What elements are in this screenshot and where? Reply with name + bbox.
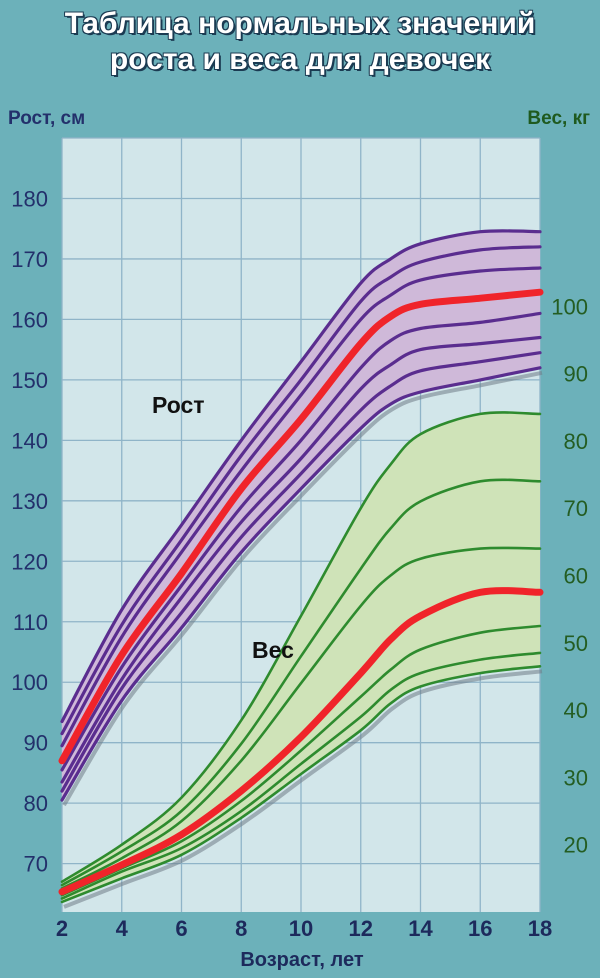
x-tick-label: 12 [349, 916, 373, 941]
y-left-tick-label: 120 [11, 549, 48, 574]
weight-percentile-line [60, 478, 542, 887]
y-left-tick-label: 80 [24, 791, 48, 816]
y-right-tick-label: 40 [564, 698, 588, 723]
height-percentile-line [60, 351, 542, 793]
y-left-tick-label: 160 [11, 307, 48, 332]
y-left-tick-label: 130 [11, 489, 48, 514]
y-right-tick-label: 30 [564, 765, 588, 790]
x-tick-label: 16 [468, 916, 492, 941]
x-tick-label: 14 [408, 916, 433, 941]
y-right-tick-label: 60 [564, 563, 588, 588]
chart-title: Таблица нормальных значений роста и веса… [0, 6, 600, 78]
y-left-tick-label: 140 [11, 428, 48, 453]
y-left-tick-label: 110 [13, 610, 48, 635]
y-left-tick-label: 70 [24, 852, 48, 877]
y-right-axis-label: Вес, кг [527, 108, 590, 129]
height-shadow-line [62, 370, 543, 807]
weight-percentile-line [60, 624, 542, 897]
x-tick-label: 18 [528, 916, 552, 941]
height-percentile-line [60, 366, 542, 802]
y-right-tick-label: 50 [564, 631, 588, 656]
y-right-tick-label: 70 [564, 496, 588, 521]
weight-percentile-line [60, 651, 542, 900]
y-right-tick-label: 20 [564, 833, 588, 858]
y-left-tick-label: 150 [11, 368, 48, 393]
height-percentile-line [60, 229, 542, 724]
x-tick-label: 6 [175, 916, 187, 941]
x-tick-label: 10 [289, 916, 313, 941]
height-annotation: Рост [152, 392, 205, 418]
weight-percentile-line [60, 665, 542, 904]
y-left-axis-label: Рост, см [8, 108, 85, 129]
weight-median-line [58, 587, 544, 896]
height-percentile-line [60, 311, 542, 772]
weight-percentile-line [60, 411, 542, 883]
x-tick-label: 8 [235, 916, 247, 941]
y-right-tick-label: 80 [564, 429, 588, 454]
height-median-line [58, 288, 544, 765]
height-percentile-line [60, 245, 542, 736]
weight-shadow-line [63, 669, 543, 909]
height-percentile-line [60, 335, 542, 784]
y-left-tick-label: 100 [11, 670, 48, 695]
y-left-tick-label: 180 [11, 186, 48, 211]
chart-title-line1: Таблица нормальных значений [64, 7, 536, 40]
y-right-tick-label: 90 [564, 362, 588, 387]
height-band [62, 230, 540, 801]
height-percentile-line [60, 266, 542, 748]
x-tick-label: 2 [56, 916, 68, 941]
weight-percentile-line [60, 546, 542, 890]
x-tick-label: 4 [116, 916, 129, 941]
x-axis-label: Возраст, лет [240, 949, 364, 971]
weight-annotation: Вес [252, 637, 294, 663]
chart-title-line2: роста и веса для девочек [109, 43, 491, 76]
y-left-tick-label: 90 [24, 731, 48, 756]
y-left-tick-label: 170 [11, 247, 48, 272]
y-right-tick-label: 100 [551, 294, 588, 319]
